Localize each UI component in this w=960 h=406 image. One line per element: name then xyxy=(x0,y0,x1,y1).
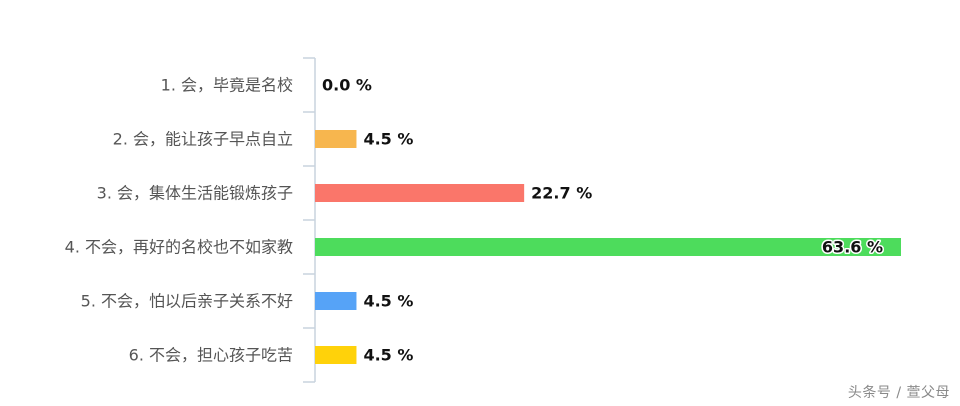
category-label: 5. 不会，怕以后亲子关系不好 xyxy=(81,292,293,311)
bar xyxy=(315,238,901,256)
watermark: 头条号 / 萱父母 xyxy=(847,385,950,401)
value-label: 4.5 % xyxy=(363,130,413,149)
bar xyxy=(315,292,357,310)
value-label: 0.0 % xyxy=(322,76,372,95)
value-label: 22.7 % xyxy=(531,184,592,203)
category-label: 3. 会，集体生活能锻炼孩子 xyxy=(97,184,293,203)
category-label: 4. 不会，再好的名校也不如家教 xyxy=(65,238,293,257)
category-label: 1. 会，毕竟是名校 xyxy=(161,76,293,95)
category-label: 2. 会，能让孩子早点自立 xyxy=(113,130,293,149)
category-label: 6. 不会，担心孩子吃苦 xyxy=(129,346,293,365)
value-label: 4.5 % xyxy=(363,346,413,365)
bar xyxy=(315,346,357,364)
value-label: 4.5 % xyxy=(363,292,413,311)
bar xyxy=(315,130,357,148)
bar xyxy=(315,184,525,202)
value-label: 63.6 % xyxy=(822,238,883,257)
